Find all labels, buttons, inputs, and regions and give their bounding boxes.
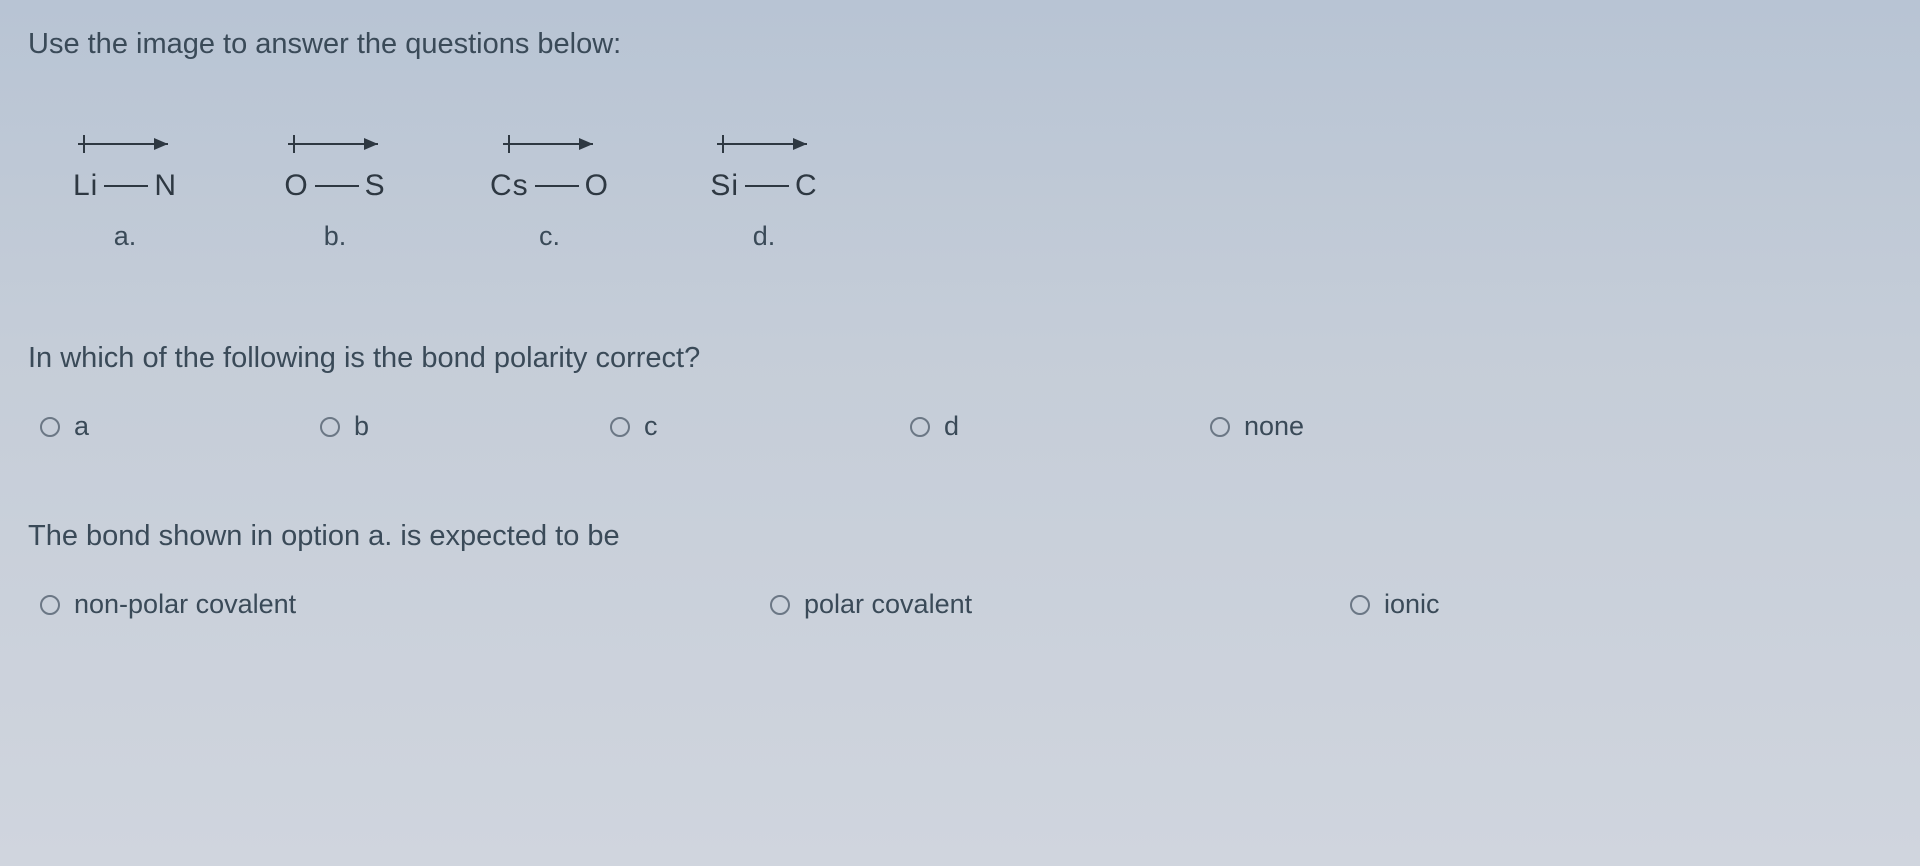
option-q2-ionic[interactable]: ionic	[1350, 589, 1440, 620]
radio-icon	[1350, 595, 1370, 615]
option-q2-polar[interactable]: polar covalent	[770, 589, 1350, 620]
option-label: c	[644, 411, 658, 442]
question-panel: Use the image to answer the questions be…	[0, 0, 1920, 620]
question-2-text: The bond shown in option a. is expected …	[28, 520, 1892, 553]
bond-c: Cs O c.	[490, 131, 609, 252]
option-label: non-polar covalent	[74, 589, 296, 620]
bond-a: Li N a.	[70, 131, 180, 252]
dipole-arrow-icon	[70, 131, 180, 157]
option-label: polar covalent	[804, 589, 972, 620]
element-right: C	[795, 169, 818, 203]
bond-pair-b: O S	[284, 169, 385, 203]
radio-icon	[320, 417, 340, 437]
option-q1-none[interactable]: none	[1210, 411, 1304, 442]
question-1-text: In which of the following is the bond po…	[28, 342, 1892, 375]
element-left: Li	[73, 169, 98, 203]
option-q1-c[interactable]: c	[610, 411, 910, 442]
option-q1-d[interactable]: d	[910, 411, 1210, 442]
radio-icon	[770, 595, 790, 615]
bond-d: Si C d.	[709, 131, 819, 252]
bond-line-icon	[535, 185, 579, 187]
bond-line-icon	[315, 185, 359, 187]
element-left: Si	[710, 169, 739, 203]
bond-b: O S b.	[280, 131, 390, 252]
option-q1-a[interactable]: a	[40, 411, 320, 442]
element-left: O	[284, 169, 308, 203]
dipole-arrow-icon	[280, 131, 390, 157]
radio-icon	[40, 595, 60, 615]
element-right: O	[585, 169, 609, 203]
option-label: none	[1244, 411, 1304, 442]
option-label: ionic	[1384, 589, 1440, 620]
instruction-text: Use the image to answer the questions be…	[28, 28, 1892, 61]
bond-pair-a: Li N	[73, 169, 177, 203]
dipole-arrow-icon	[495, 131, 605, 157]
bond-line-icon	[104, 185, 148, 187]
bond-pair-d: Si C	[710, 169, 817, 203]
radio-icon	[40, 417, 60, 437]
option-label: b	[354, 411, 369, 442]
option-label: a	[74, 411, 89, 442]
bond-diagrams: Li N a. O S b.	[70, 131, 1892, 252]
question-1-options: a b c d none	[40, 411, 1892, 442]
bond-label-b: b.	[324, 221, 347, 252]
radio-icon	[1210, 417, 1230, 437]
bond-label-d: d.	[753, 221, 776, 252]
element-left: Cs	[490, 169, 529, 203]
question-2-options: non-polar covalent polar covalent ionic	[40, 589, 1892, 620]
dipole-arrow-icon	[709, 131, 819, 157]
element-right: S	[365, 169, 386, 203]
bond-line-icon	[745, 185, 789, 187]
option-q1-b[interactable]: b	[320, 411, 610, 442]
element-right: N	[154, 169, 177, 203]
bond-label-c: c.	[539, 221, 560, 252]
radio-icon	[610, 417, 630, 437]
bond-pair-c: Cs O	[490, 169, 609, 203]
radio-icon	[910, 417, 930, 437]
option-label: d	[944, 411, 959, 442]
bond-label-a: a.	[114, 221, 137, 252]
option-q2-nonpolar[interactable]: non-polar covalent	[40, 589, 770, 620]
